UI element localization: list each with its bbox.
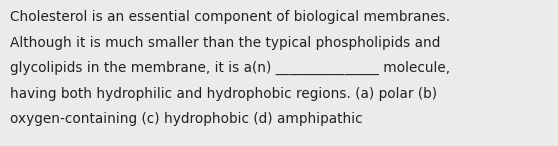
Text: Although it is much smaller than the typical phospholipids and: Although it is much smaller than the typ…: [10, 36, 440, 50]
Text: having both hydrophilic and hydrophobic regions. (a) polar (b): having both hydrophilic and hydrophobic …: [10, 87, 437, 101]
Text: oxygen-containing (c) hydrophobic (d) amphipathic: oxygen-containing (c) hydrophobic (d) am…: [10, 112, 363, 126]
Text: Cholesterol is an essential component of biological membranes.: Cholesterol is an essential component of…: [10, 10, 450, 24]
Text: glycolipids in the membrane, it is a(n) _______________ molecule,: glycolipids in the membrane, it is a(n) …: [10, 61, 450, 75]
